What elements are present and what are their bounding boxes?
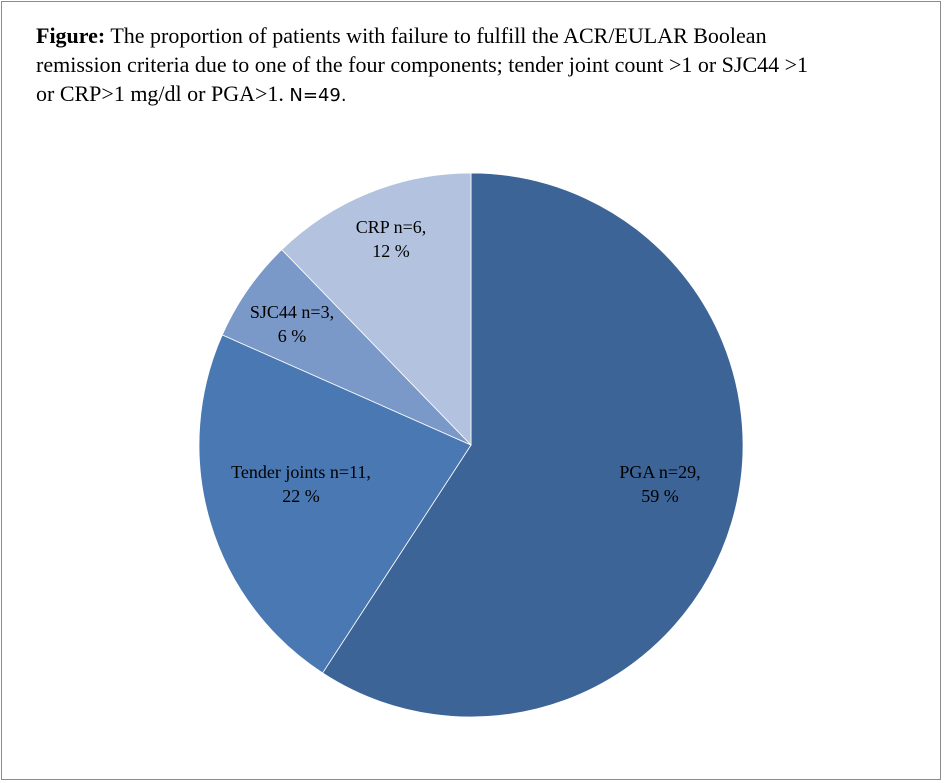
pie-label-line1: CRP n=6,	[356, 217, 427, 237]
pie-label-line2: 6 %	[278, 326, 307, 346]
pie-slices	[198, 172, 744, 718]
pie-label-line2: 59 %	[641, 486, 679, 506]
caption-n: N=49.	[289, 85, 347, 106]
pie-label-crp: CRP n=6, 12 %	[356, 217, 427, 261]
pie-label-tender-joints: Tender joints n=11, 22 %	[231, 462, 371, 506]
pie-slice-tender-joints	[198, 334, 472, 674]
pie-label-line1: PGA n=29,	[619, 462, 700, 482]
pie-label-pga: PGA n=29, 59 %	[619, 462, 700, 506]
pie-slice-pga	[322, 172, 744, 718]
caption-text: The proportion of patients with failure …	[36, 23, 809, 106]
pie-label-line2: 12 %	[372, 241, 410, 261]
pie-slice-crp	[281, 172, 472, 446]
pie-label-line1: SJC44 n=3,	[250, 302, 334, 322]
pie-label-line2: 22 %	[282, 486, 320, 506]
figure-caption: Figure: The proportion of patients with …	[36, 21, 816, 110]
caption-label: Figure:	[36, 23, 106, 48]
pie-label-line1: Tender joints n=11,	[231, 462, 371, 482]
pie-label-sjc44: SJC44 n=3, 6 %	[250, 302, 334, 346]
pie-labels: PGA n=29, 59 % Tender joints n=11, 22 % SJC4…	[231, 217, 700, 506]
